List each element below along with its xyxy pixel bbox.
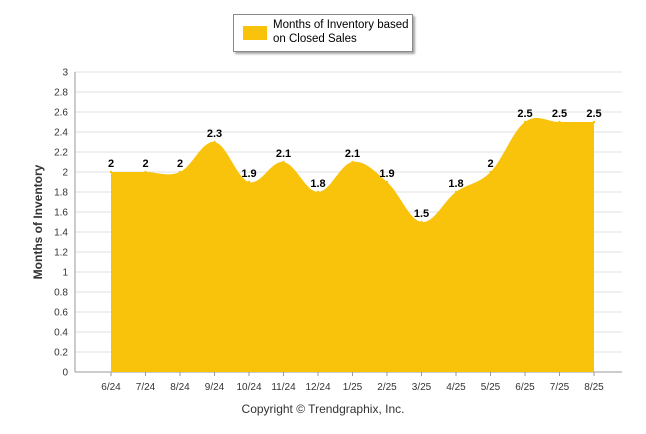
x-tick-label: 6/25 (515, 382, 535, 393)
data-point (109, 170, 113, 174)
x-tick-label: 9/24 (205, 382, 225, 393)
x-tick-label: 7/25 (550, 382, 570, 393)
data-label: 2.5 (586, 108, 601, 120)
data-label: 1.8 (310, 178, 325, 190)
y-tick-label: 2 (62, 168, 68, 179)
legend-swatch (243, 26, 267, 40)
data-label: 2 (177, 158, 183, 170)
y-axis-label: Months of Inventory (31, 164, 45, 279)
data-label: 1.5 (414, 208, 429, 220)
y-tick-label: 0 (62, 368, 68, 379)
data-label: 2.5 (552, 108, 567, 120)
x-tick-label: 12/24 (305, 382, 330, 393)
data-label: 2.5 (517, 108, 532, 120)
data-point (178, 170, 182, 174)
y-tick-label: 1.8 (54, 188, 68, 199)
y-tick-label: 1.4 (54, 228, 68, 239)
x-tick-label: 7/24 (136, 382, 156, 393)
data-point (420, 220, 423, 224)
data-label: 2 (108, 158, 114, 170)
y-tick-label: 1.2 (54, 248, 68, 259)
x-tick-label: 1/25 (343, 382, 363, 393)
data-point (351, 160, 354, 164)
data-label: 2 (487, 158, 493, 170)
x-tick-label: 8/24 (170, 382, 190, 393)
data-label: 2.1 (345, 148, 360, 160)
data-point (213, 140, 216, 144)
data-label: 2.1 (276, 148, 291, 160)
y-tick-label: 1 (62, 268, 68, 279)
data-point (523, 120, 527, 124)
data-point (592, 120, 596, 124)
y-tick-label: 0.6 (54, 308, 68, 319)
x-tick-label: 2/25 (377, 382, 397, 393)
x-tick-label: 10/24 (236, 382, 261, 393)
data-point (247, 180, 251, 184)
data-point (282, 160, 285, 164)
y-tick-label: 2.4 (54, 128, 68, 139)
data-point (144, 170, 147, 174)
data-point (489, 170, 492, 174)
data-point (454, 190, 458, 194)
y-tick-label: 1.6 (54, 208, 68, 219)
x-tick-label: 4/25 (446, 382, 466, 393)
y-tick-label: 0.2 (54, 348, 68, 359)
y-tick-label: 2.8 (54, 88, 68, 99)
y-tick-label: 0.4 (54, 328, 68, 339)
data-point (316, 190, 320, 194)
legend-label: Months of Inventory based on Closed Sale… (273, 19, 409, 45)
data-label: 1.9 (379, 168, 394, 180)
data-point (385, 180, 389, 184)
data-point (558, 120, 561, 124)
x-tick-label: 11/24 (271, 382, 296, 393)
x-tick-label: 6/24 (101, 382, 121, 393)
data-label: 2 (142, 158, 148, 170)
y-tick-label: 2.2 (54, 148, 68, 159)
x-tick-label: 3/25 (412, 382, 432, 393)
legend: Months of Inventory based on Closed Sale… (233, 14, 413, 52)
y-tick-label: 3 (62, 68, 68, 79)
area-series (111, 118, 594, 372)
y-tick-label: 2.6 (54, 108, 68, 119)
x-tick-label: 5/25 (481, 382, 501, 393)
copyright-footer: Copyright © Trendgraphix, Inc. (241, 402, 405, 416)
x-tick-label: 8/25 (584, 382, 604, 393)
data-label: 1.8 (448, 178, 463, 190)
data-label: 2.3 (207, 128, 222, 140)
y-tick-label: 0.8 (54, 288, 68, 299)
data-label: 1.9 (241, 168, 256, 180)
